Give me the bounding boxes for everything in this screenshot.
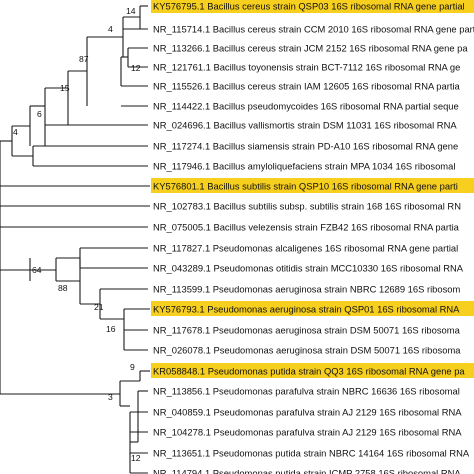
leaf-label: NR_104278.1 Pseudomonas parafulva strain… [153,427,462,438]
bootstrap-value: 14 [126,6,136,16]
leaf-label: NR_113856.1 Pseudomonas parafulva strain… [153,386,460,397]
bootstrap-value: 12 [131,453,141,463]
highlight-box [151,0,474,13]
leaf-label: NR_075005.1 Bacillus velezensis strain F… [153,222,460,233]
highlight-box [151,363,474,378]
bootstrap-value: 9 [130,362,135,372]
leaf-label: NR_043289.1 Pseudomonas otitidis strain … [153,263,464,274]
bootstrap-value: 87 [79,54,89,64]
bootstrap-value: 6 [37,109,42,119]
leaf-label: KY576801.1 Bacillus subtilis strain QSP1… [153,181,458,192]
leaf-label: NR_040859.1 Pseudomonas parafulva strain… [153,407,462,418]
highlight-box [151,301,474,316]
leaf-label: NR_114794.1 Pseudomonas putida strain IC… [153,468,461,474]
leaf-label: KR058848.1 Pseudomonas putida strain QQ3… [153,366,465,377]
bootstrap-value: 15 [60,83,70,93]
leaf-label: KY576795.1 Bacillus cereus strain QSP03 … [153,1,465,12]
leaf-label: NR_121761.1 Bacillus toyonensis strain B… [153,62,460,73]
bootstrap-value: 21 [94,302,104,312]
highlight-box [151,178,474,193]
bootstrap-value: 3 [108,392,113,402]
bootstrap-value: 4 [13,127,18,137]
leaf-label: NR_117827.1 Pseudomonas alcaligenes 16S … [153,243,458,254]
leaf-label: NR_113599.1 Pseudomonas aeruginosa strai… [153,284,460,295]
bootstrap-value: 4 [108,24,113,34]
bootstrap-value: 16 [106,324,116,334]
leaf-label: NR_115526.1 Bacillus cereus strain IAM 1… [153,81,461,92]
leaf-label: NR_114422.1 Bacillus pseudomycoides 16S … [153,101,459,112]
leaf-label: NR_113651.1 Pseudomonas putida strain NB… [153,448,470,459]
bootstrap-value: 12 [131,63,141,73]
leaf-label: NR_113266.1 Bacillus cereus strain JCM 2… [153,43,468,54]
leaf-label: NR_117946.1 Bacillus amyloliquefaciens s… [153,161,455,172]
leaf-label: NR_024696.1 Bacillus vallismortis strain… [153,120,457,131]
leaf-label: NR_117678.1 Pseudomonas aeruginosa strai… [153,325,461,336]
leaf-label: NR_102783.1 Bacillus subtilis subsp. sub… [153,201,461,212]
leaf-label: NR_115714.1 Bacillus cereus strain CCM 2… [153,24,474,35]
bootstrap-value: 88 [58,283,68,293]
leaf-label: NR_026078.1 Pseudomonas aeruginosa strai… [153,345,461,356]
leaf-label: KY576793.1 Pseudomonas aeruginosa strain… [153,304,460,315]
bootstrap-value: 64 [32,265,42,275]
leaf-label: NR_117274.1 Bacillus siamensis strain PD… [153,141,458,152]
